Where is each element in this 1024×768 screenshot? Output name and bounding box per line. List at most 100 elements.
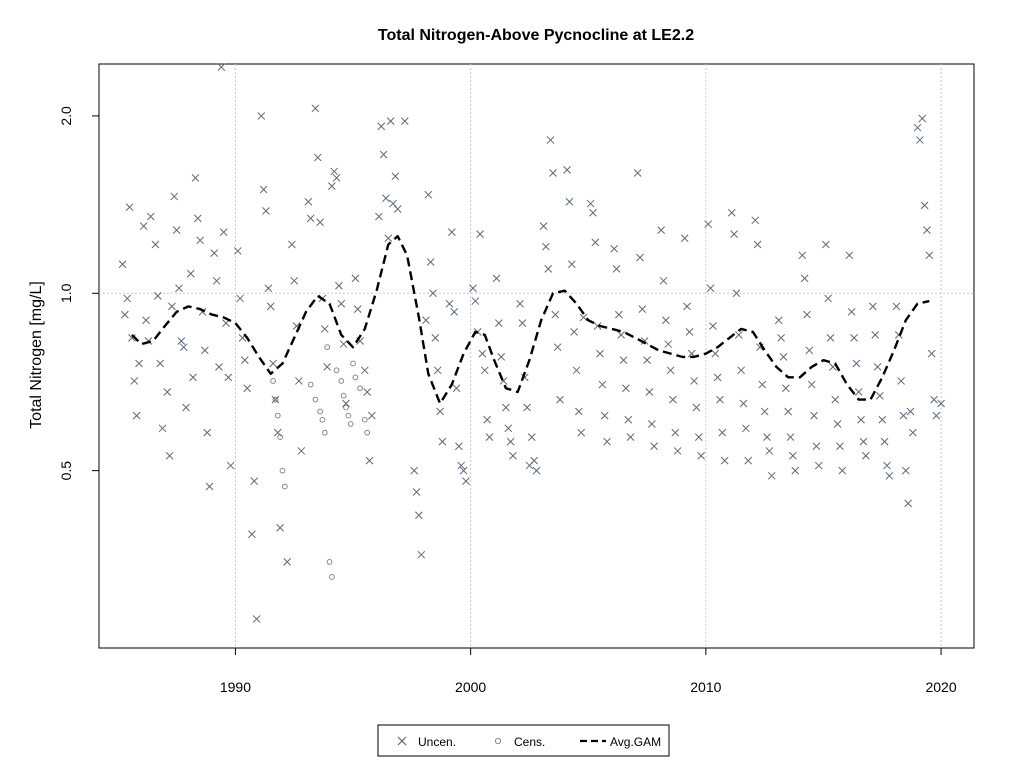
uncen-point [323,363,332,371]
uncen-point [212,276,221,285]
uncen-point [563,165,571,174]
uncen-point [603,437,611,446]
cens-point [361,416,368,423]
uncen-point [544,265,553,273]
cens-point [364,429,371,436]
uncen-point [798,251,807,260]
uncen-point [168,302,176,311]
uncen-point [694,433,703,441]
uncen-point [485,433,494,441]
uncen-point [424,190,433,199]
uncen-point [781,384,790,393]
uncen-point [553,343,562,352]
uncen-point [412,488,421,496]
uncen-point [650,442,658,451]
uncen-point [640,337,649,345]
uncen-point [447,228,456,236]
cens-point [281,483,288,490]
uncen-point [297,447,306,455]
uncen-point [600,411,609,420]
uncen-point [647,420,656,428]
uncen-point [139,222,148,231]
uncen-point [880,437,889,446]
y-axis-label: Total Nitrogen [mg/L] [28,281,45,429]
uncen-point [774,316,783,325]
x-tick-label: 2010 [690,679,721,695]
uncen-point [697,451,706,460]
uncen-point [883,461,891,470]
uncen-point [763,433,771,441]
uncen-point [328,182,336,191]
uncen-point [876,391,884,400]
uncen-point [269,359,277,368]
uncen-point [365,456,374,465]
uncen-point [264,284,273,293]
uncen-point [332,174,341,182]
uncen-point [732,289,741,298]
uncen-point [288,240,296,249]
uncen-point [542,242,550,251]
uncen-point [643,356,651,365]
cens-point [333,367,340,374]
uncen-point [539,222,548,231]
uncen-point [193,214,202,223]
uncen-point [570,328,578,336]
cens-point [319,416,326,423]
uncen-point [878,415,887,424]
uncen-point [918,114,927,123]
uncen-point [283,558,292,566]
uncen-point [516,299,524,308]
cens-point [270,378,276,384]
uncen-point [925,251,934,260]
uncen-point [892,302,901,311]
x-tick-label: 2020 [925,679,956,695]
cens-point [317,408,324,415]
uncen-point [908,428,917,437]
legend-box [377,724,670,757]
uncen-point [478,349,487,358]
uncen-point [339,340,348,348]
uncen-point [836,442,844,451]
uncen-point [657,226,666,234]
uncen-point [163,388,172,396]
uncen-point [847,308,856,316]
uncen-point [191,174,200,182]
uncen-point [824,294,833,303]
uncen-point [476,230,484,239]
uncen-point [243,384,252,393]
uncen-point [805,346,814,355]
uncen-point [123,294,132,303]
uncen-point [182,403,190,412]
cens-point [357,385,363,392]
uncen-point [916,136,924,144]
uncen-point [680,234,689,243]
uncen-point [734,331,743,339]
uncen-point [142,316,150,325]
uncen-point [596,349,604,358]
uncen-point [610,244,618,253]
uncen-point [273,428,282,437]
uncen-point [633,169,642,177]
uncen-point [826,334,835,342]
uncen-point [854,388,863,396]
uncen-point [429,289,437,298]
uncen-point [852,359,861,368]
uncen-point [659,276,668,285]
uncen-point [367,411,376,420]
uncen-point [586,199,595,208]
uncen-point [638,305,647,313]
uncen-point [203,428,212,437]
cens-point [352,374,359,381]
uncen-point [572,366,581,375]
uncen-point [814,461,823,470]
uncen-point [375,212,383,221]
uncen-point [118,260,127,269]
uncen-point [636,253,644,262]
uncen-point [469,284,477,293]
uncen-point [741,424,750,433]
uncen-point [210,249,219,257]
uncen-point [177,337,186,345]
uncen-point [549,169,557,177]
cens-point [340,392,347,399]
